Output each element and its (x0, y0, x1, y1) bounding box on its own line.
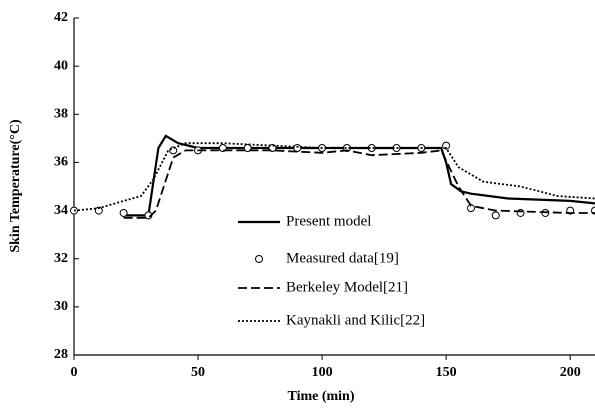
x-tick-label: 0 (71, 365, 78, 380)
y-tick-label: 36 (54, 155, 68, 170)
y-tick-label: 30 (54, 299, 68, 314)
y-tick-label: 40 (54, 58, 68, 73)
y-axis-title: Skin Temperature(°C) (8, 119, 23, 253)
x-tick-label: 150 (436, 365, 457, 380)
y-tick-label: 38 (54, 107, 68, 122)
data-point (94, 206, 103, 215)
data-point (442, 141, 451, 150)
legend-marker (255, 255, 263, 263)
legend-label: Berkeley Model[21] (286, 279, 408, 295)
legend-label: Present model (286, 213, 371, 229)
legend-label: Kaynakli and Kilic[22] (286, 312, 425, 328)
x-axis-title: Time (min) (287, 389, 354, 404)
data-point (491, 211, 500, 220)
series-line (123, 134, 595, 217)
data-point (293, 143, 302, 152)
x-tick-label: 100 (312, 365, 333, 380)
y-tick-label: 42 (54, 10, 68, 25)
y-tick-label: 28 (54, 347, 68, 362)
x-tick-label: 200 (560, 365, 581, 380)
legend-label: Measured data[19] (286, 250, 399, 266)
y-tick-label: 32 (54, 251, 68, 266)
y-tick-label: 34 (54, 203, 68, 218)
data-point (119, 208, 128, 217)
data-point (367, 143, 376, 152)
series-line (123, 149, 595, 219)
series-line (73, 142, 595, 212)
x-tick-label: 50 (191, 365, 205, 380)
